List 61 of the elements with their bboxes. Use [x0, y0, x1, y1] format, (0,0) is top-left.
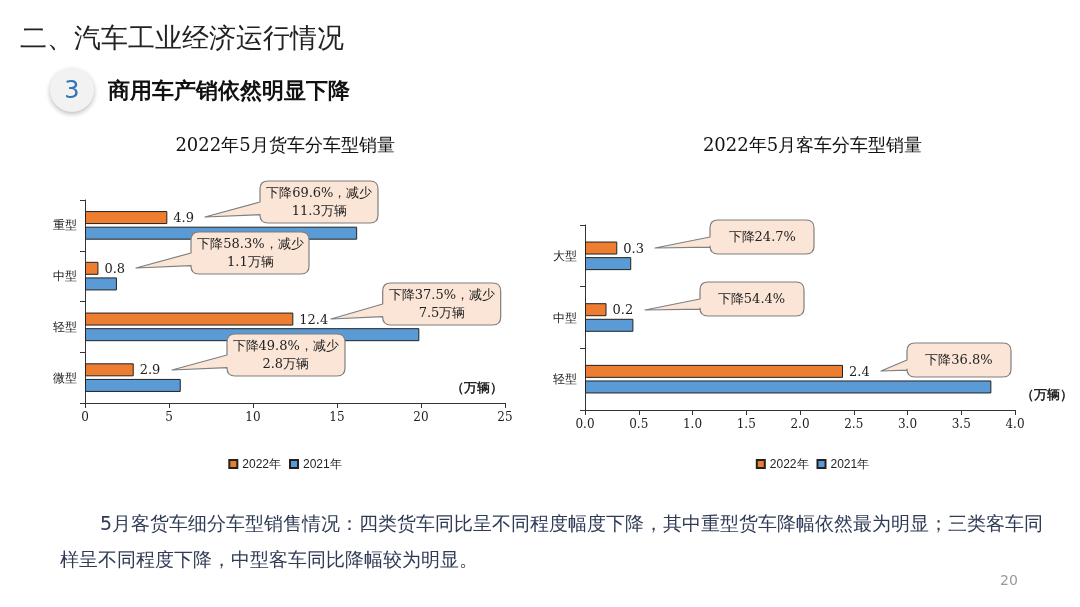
- legend-label: 2021年: [830, 457, 870, 471]
- text: 商用车产销依然明显下降: [108, 77, 350, 105]
- y-tick-label: 轻型: [53, 319, 77, 334]
- data-label: 4.9: [173, 210, 195, 226]
- chart-title: 2022年5月客车分车型销量: [702, 133, 923, 155]
- annotation: 下降58.3%，减少1.1万辆: [196, 235, 305, 272]
- bar: [85, 363, 134, 377]
- bar: [85, 277, 117, 291]
- bar: [585, 364, 843, 378]
- x-tick-label: 3.0: [897, 417, 918, 431]
- x-tick-label: 3.5: [951, 417, 971, 431]
- annotation: 下降49.8%，减少2.8万辆: [231, 336, 340, 373]
- legend-label: 2022年: [242, 457, 282, 471]
- y-tick-label: 微型: [53, 370, 77, 385]
- x-tick-label: 1.0: [682, 417, 703, 431]
- text: 5月客货车细分车型销售情况：四类货车同比呈不同程度幅度下降，其中重型货车降幅依然最为明显；三类客车同样呈不同程度下降，中型客车同比降幅较为明显。: [60, 512, 1044, 570]
- legend-label: 2022年: [769, 457, 809, 471]
- annotation: 下降37.5%，减少7.5万辆: [387, 285, 497, 322]
- data-label: 0.8: [104, 260, 126, 276]
- bar: [85, 211, 168, 225]
- data-label: 2.9: [139, 362, 161, 378]
- bar: [585, 241, 618, 255]
- text: 20: [1000, 572, 1018, 588]
- x-tick-label: 4.0: [1005, 417, 1025, 431]
- x-tick-label: 25: [497, 410, 513, 424]
- x-tick-label: 10: [245, 410, 261, 424]
- bar: [585, 257, 632, 271]
- x-axis-title: （万辆）: [1021, 386, 1073, 404]
- data-label: 12.4: [299, 311, 329, 327]
- annotation: 下降54.4%: [716, 289, 787, 308]
- y-tick-label: 中型: [53, 269, 77, 284]
- x-tick-label: 0.5: [629, 417, 649, 431]
- bar: [585, 380, 992, 394]
- x-axis-title: （万辆）: [451, 379, 503, 397]
- chart-title: 2022年5月货车分车型销量: [175, 133, 395, 155]
- text: 二、汽车工业经济运行情况: [20, 21, 344, 55]
- x-tick-label: 2.0: [790, 417, 810, 431]
- data-label: 0.3: [623, 240, 644, 256]
- x-tick-label: 20: [413, 410, 429, 424]
- data-label: 2.4: [849, 363, 870, 379]
- x-tick-label: 0: [81, 410, 89, 424]
- x-tick-label: 15: [329, 410, 345, 424]
- x-tick-label: 2.5: [844, 417, 864, 431]
- y-tick-label: 重型: [53, 218, 77, 233]
- annotation: 下降24.7%: [727, 227, 797, 246]
- annotation: 下降69.6%，减少11.3万辆: [265, 184, 374, 221]
- y-tick-label: 大型: [553, 248, 577, 263]
- bar: [85, 378, 181, 392]
- y-tick-label: 中型: [553, 310, 577, 325]
- bar: [85, 312, 294, 326]
- data-label: 0.2: [612, 302, 634, 318]
- circle-badge: 3: [50, 68, 94, 112]
- x-tick-label: 0.0: [575, 417, 595, 431]
- y-tick-label: 轻型: [553, 372, 577, 387]
- x-tick-label: 1.5: [736, 417, 756, 431]
- annotation: 下降36.8%: [924, 351, 994, 370]
- bar: [585, 303, 607, 317]
- x-tick-label: 5: [165, 410, 173, 424]
- legend-label: 2021年: [303, 457, 342, 471]
- bar: [585, 318, 634, 332]
- bar: [85, 261, 99, 275]
